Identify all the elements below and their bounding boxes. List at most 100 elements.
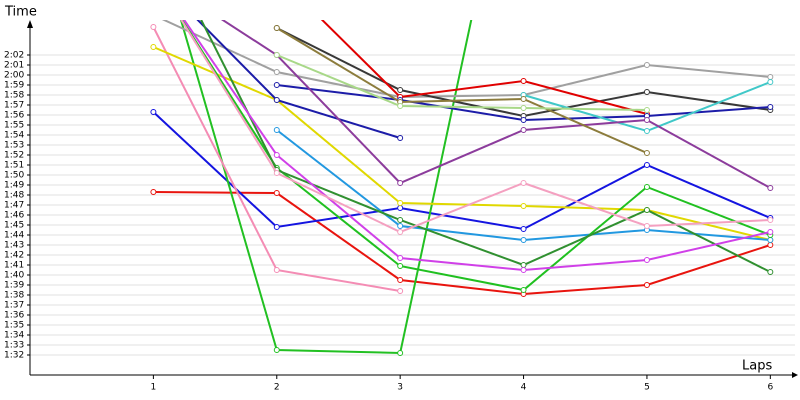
y-tick-label: 1:55 [4, 121, 24, 131]
y-axis-arrow [27, 20, 33, 28]
y-tick-label: 1:53 [4, 141, 24, 151]
data-point [520, 127, 527, 133]
data-point [273, 267, 280, 273]
data-point [643, 150, 650, 156]
data-point [520, 78, 527, 84]
x-tick-label: 4 [521, 383, 527, 393]
data-point [397, 288, 404, 294]
series-line [183, 20, 771, 272]
data-point [520, 237, 527, 243]
series-line [161, 20, 771, 99]
data-point [273, 82, 280, 88]
data-point [397, 223, 404, 229]
data-point [643, 184, 650, 190]
y-tick-label: 1:51 [4, 161, 24, 171]
data-point [767, 237, 774, 243]
y-tick-label: 1:37 [4, 301, 24, 311]
data-point [151, 13, 156, 18]
series-line [152, 46, 771, 241]
y-tick-label: 1:57 [4, 101, 24, 111]
data-point [397, 103, 404, 109]
data-point [520, 226, 527, 232]
y-tick-label: 1:36 [4, 311, 24, 321]
data-point [273, 190, 280, 196]
y-axis-label: Time [4, 5, 37, 20]
data-point [767, 242, 774, 248]
y-tick-label: 1:56 [4, 111, 24, 121]
data-point [273, 52, 280, 58]
y-tick-label: 1:33 [4, 341, 24, 351]
data-point [397, 180, 404, 186]
x-tick-label: 1 [151, 383, 157, 393]
series-line [179, 20, 473, 355]
data-point [273, 127, 280, 133]
x-axis-label: Laps [742, 359, 772, 374]
data-point [767, 74, 774, 80]
series-line [276, 54, 647, 111]
series-line [220, 20, 771, 189]
y-tick-label: 1:38 [4, 291, 24, 301]
y-tick-label: 1:59 [4, 81, 24, 91]
data-point [150, 44, 157, 50]
data-point [767, 185, 774, 191]
data-point [273, 25, 280, 31]
series-line [180, 20, 771, 292]
y-tick-label: 1:52 [4, 151, 24, 161]
data-point [643, 107, 650, 113]
data-point [520, 287, 527, 293]
data-point [397, 263, 404, 269]
data-point [643, 128, 650, 134]
data-point [397, 255, 404, 261]
y-tick-label: 2:02 [4, 51, 24, 61]
data-point [397, 205, 404, 211]
data-point [520, 262, 527, 268]
data-point [520, 117, 527, 123]
data-point [767, 229, 774, 235]
series-line [180, 20, 771, 234]
data-point [520, 267, 527, 273]
series-line [320, 20, 648, 115]
series-line [152, 111, 771, 231]
x-tick-label: 2 [274, 383, 280, 393]
y-tick-label: 1:39 [4, 281, 24, 291]
y-tick-label: 1:44 [4, 231, 24, 241]
data-point [643, 223, 650, 229]
y-tick-label: 1:58 [4, 91, 24, 101]
y-tick-label: 1:42 [4, 251, 24, 261]
data-point [150, 189, 157, 195]
series-line [276, 27, 648, 154]
data-point [397, 350, 404, 356]
data-point [520, 96, 527, 102]
x-axis-arrow [792, 372, 798, 378]
data-point [150, 109, 157, 115]
data-point [150, 24, 157, 30]
data-point [273, 170, 280, 176]
data-point [643, 89, 650, 95]
y-tick-label: 1:46 [4, 211, 24, 221]
data-point [520, 105, 527, 111]
y-tick-label: 2:01 [4, 61, 24, 71]
data-point [767, 217, 774, 223]
data-point [397, 277, 404, 283]
y-tick-label: 1:49 [4, 181, 24, 191]
data-point [273, 97, 280, 103]
data-point [643, 282, 650, 288]
y-tick-label: 1:45 [4, 221, 24, 231]
y-tick-label: 1:40 [4, 271, 24, 281]
data-point [273, 224, 280, 230]
y-tick-label: 1:35 [4, 321, 24, 331]
data-point [397, 200, 404, 206]
x-tick-label: 5 [644, 383, 650, 393]
data-point [643, 162, 650, 168]
data-point [397, 135, 404, 141]
data-point [397, 217, 404, 223]
y-tick-label: 1:41 [4, 261, 24, 271]
data-point [273, 347, 280, 353]
data-point [520, 203, 527, 209]
data-point [520, 180, 527, 186]
data-point [643, 62, 650, 68]
series-line [153, 191, 771, 296]
data-point [643, 207, 650, 213]
data-point [767, 104, 774, 110]
